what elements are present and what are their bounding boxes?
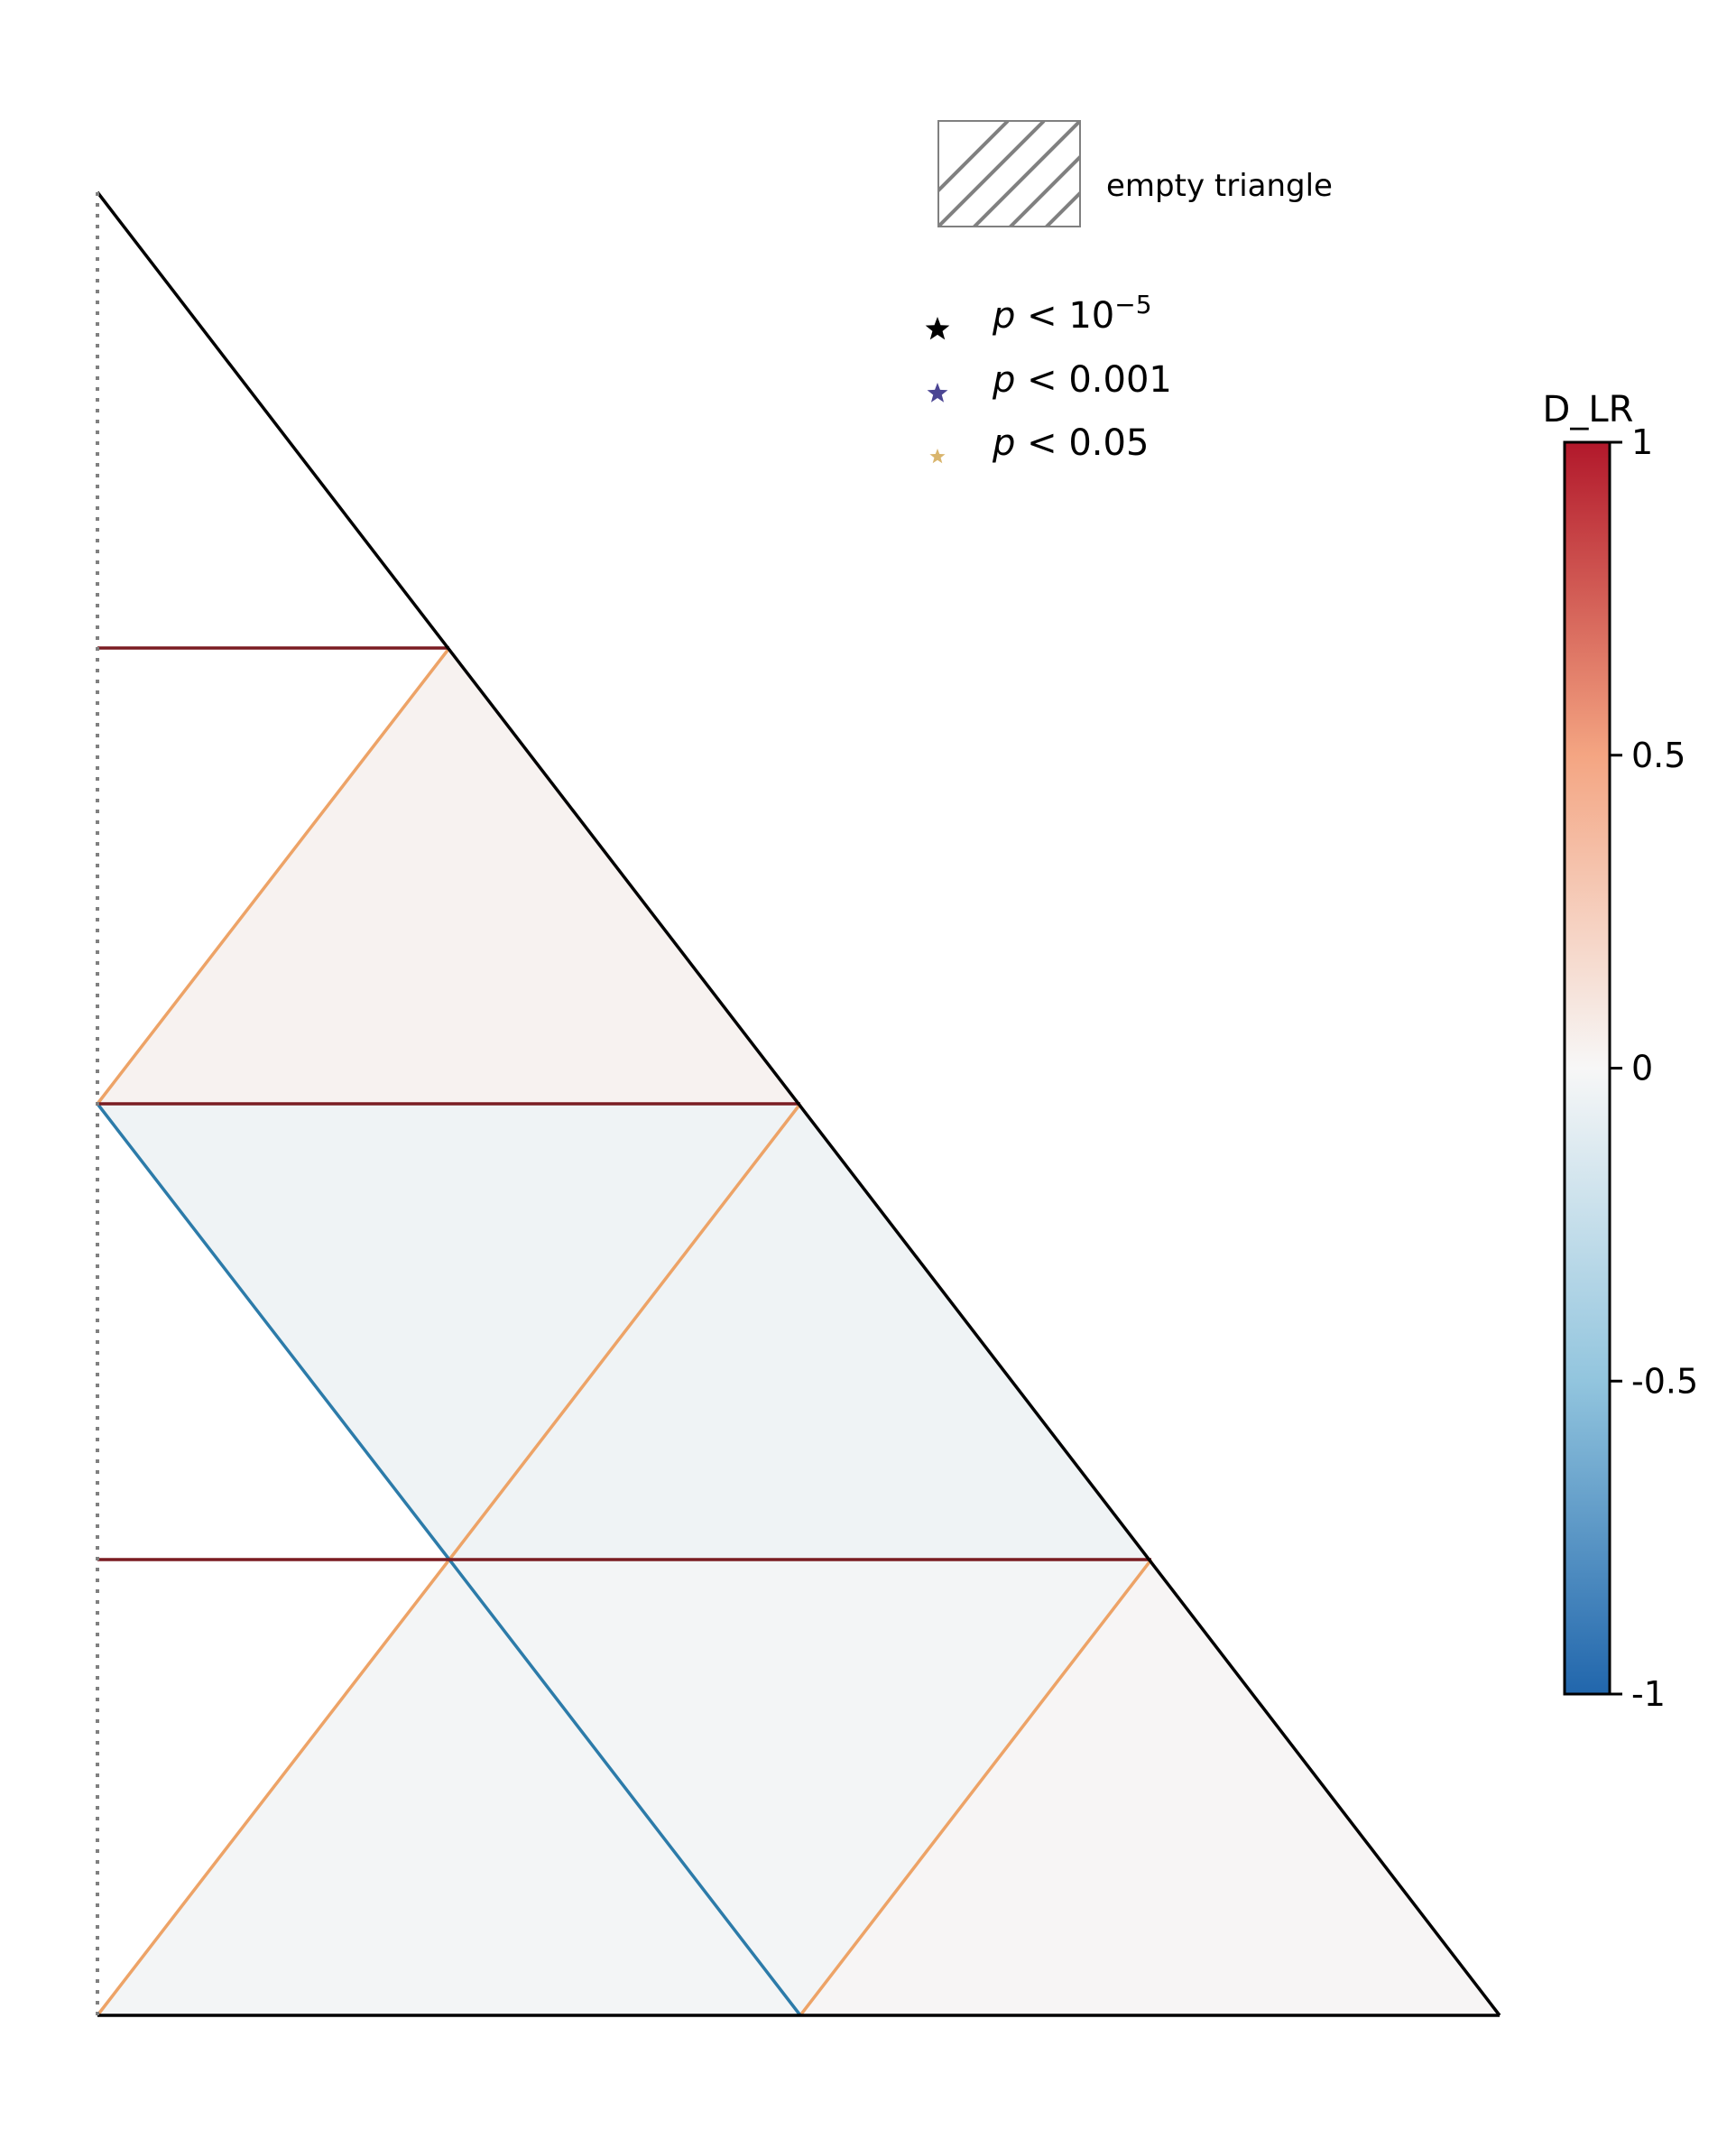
colorbar-tick-label: 1 [1631, 422, 1653, 462]
significance-entry-1: p < 0.001 [927, 359, 1172, 403]
significance-entry-0: p < 10−5 [925, 290, 1152, 340]
colorbar-tick-label: 0.5 [1631, 736, 1685, 775]
colorbar-title: D_LR [1543, 389, 1634, 431]
star-icon [925, 317, 950, 340]
triangle-cell-1 [97, 1104, 800, 1560]
significance-entry-2: p < 0.05 [929, 422, 1149, 464]
hatch-swatch [937, 120, 1081, 227]
falling-line-1 [448, 1558, 802, 2017]
colorbar-tick-label: -0.5 [1631, 1361, 1698, 1401]
triangle-cell-4 [449, 1560, 1151, 2015]
triangle-cell-2 [449, 1104, 1151, 1560]
star-icon [929, 449, 946, 464]
rising-line-3 [799, 1558, 1153, 2017]
triangle-cell-3 [97, 1560, 800, 2015]
rising-line-2 [96, 646, 451, 1106]
colorbar-tick-label: -1 [1631, 1674, 1666, 1714]
falling-line-0 [96, 1102, 451, 1561]
rising-line-0 [96, 1558, 451, 2017]
colorbar-tick-label: 0 [1631, 1049, 1653, 1088]
legend-empty-triangle: empty triangle [937, 120, 1333, 227]
triangle-cells [97, 648, 1500, 2015]
hypotenuse-line [96, 190, 1501, 2017]
significance-label-2: p < 0.05 [992, 422, 1149, 464]
rising-line-1 [448, 1102, 802, 1561]
hatch-lines [938, 121, 1080, 227]
grid-lines [96, 190, 1501, 2017]
empty-triangle-label: empty triangle [1106, 168, 1333, 204]
significance-label-1: p < 0.001 [992, 359, 1172, 401]
significance-label-0: p < 10−5 [992, 290, 1152, 338]
colorbar-ticks: 1 0.5 0 -0.5 -1 [1610, 422, 1698, 1714]
triangle-cell-5 [800, 1560, 1500, 2015]
significance-legend: p < 10−5 p < 0.001 p < 0.05 [925, 290, 1172, 464]
triangle-cell-0 [97, 648, 800, 1104]
colorbar-gradient [1563, 440, 1611, 1696]
star-icon [927, 383, 948, 403]
colorbar: D_LR 1 0.5 0 -0.5 -1 [1543, 389, 1699, 1714]
